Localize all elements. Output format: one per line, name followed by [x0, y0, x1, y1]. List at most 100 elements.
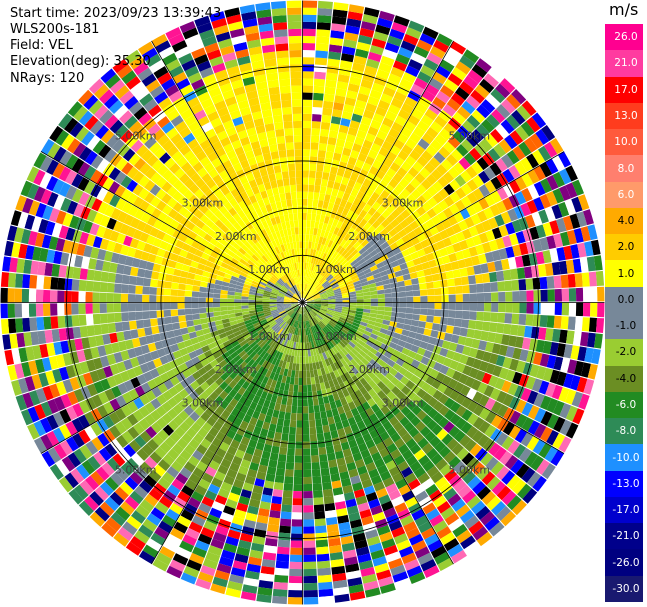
ppi-gate: [314, 257, 320, 265]
ppi-gate: [185, 167, 197, 179]
ppi-gate: [333, 353, 340, 362]
ppi-gate: [391, 337, 400, 345]
ppi-gate: [371, 253, 380, 261]
ppi-gate: [298, 377, 303, 386]
ppi-gate: [15, 273, 24, 288]
ppi-gate: [274, 121, 284, 131]
ppi-gate: [360, 116, 373, 127]
ppi-gate: [361, 357, 370, 366]
ppi-gate: [234, 295, 242, 300]
ppi-gate: [113, 373, 124, 386]
ppi-gate: [28, 360, 39, 376]
ppi-gate: [392, 302, 400, 308]
ppi-gate: [524, 325, 533, 338]
ppi-gate: [318, 276, 325, 284]
ppi-gate: [584, 241, 594, 257]
ppi-gate: [299, 314, 302, 322]
ppi-gate: [176, 437, 189, 450]
ppi-gate: [184, 479, 198, 491]
ppi-gate: [410, 210, 421, 221]
ppi-gate: [297, 320, 300, 329]
ppi-gate: [286, 308, 293, 314]
ppi-gate: [90, 154, 104, 169]
ppi-gate: [342, 549, 357, 559]
ppi-gate: [532, 352, 543, 366]
ppi-gate: [262, 298, 270, 301]
ppi-gate: [265, 227, 272, 236]
ppi-gate: [354, 389, 363, 399]
ppi-gate: [189, 390, 200, 401]
ppi-gate: [310, 310, 317, 316]
ppi-gate: [244, 280, 252, 286]
ppi-gate: [282, 331, 288, 339]
ppi-gate: [496, 465, 510, 481]
ppi-gate: [546, 235, 557, 250]
ppi-gate: [386, 426, 397, 437]
ppi-gate: [380, 405, 391, 415]
ppi-gate: [544, 263, 554, 276]
ppi-gate: [355, 254, 364, 263]
ppi-gate: [123, 214, 135, 226]
ppi-gate: [229, 246, 239, 254]
ppi-gate: [241, 224, 250, 233]
ppi-gate: [100, 378, 111, 391]
ppi-gate: [317, 346, 322, 355]
ppi-gate: [68, 488, 84, 505]
ppi-gate: [327, 232, 333, 240]
ppi-gate: [461, 396, 473, 409]
ppi-gate: [282, 314, 289, 320]
ppi-gate: [96, 368, 107, 381]
ppi-gate: [275, 230, 282, 239]
ppi-gate: [78, 191, 90, 206]
ppi-gate: [322, 374, 329, 383]
ppi-gate: [339, 222, 348, 231]
ppi-gate: [188, 205, 199, 215]
ppi-gate: [501, 334, 510, 346]
ppi-gate: [227, 298, 235, 303]
ppi-gate: [404, 356, 414, 365]
ppi-gate: [227, 492, 240, 503]
ppi-gate: [96, 159, 110, 173]
ppi-gate: [457, 335, 467, 346]
ppi-gate: [581, 317, 590, 332]
ppi-gate: [440, 317, 448, 325]
ppi-gate: [588, 317, 598, 333]
ppi-gate: [320, 306, 328, 310]
ppi-gate: [285, 293, 292, 298]
ppi-gate: [341, 310, 349, 315]
ppi-gate: [299, 356, 303, 364]
ppi-gate: [312, 249, 317, 257]
ppi-gate: [326, 290, 334, 295]
ppi-gate: [505, 346, 515, 358]
ppi-gate: [376, 69, 390, 80]
ppi-gate: [269, 452, 279, 461]
ppi-gate: [303, 582, 318, 591]
ppi-gate: [340, 154, 350, 164]
ppi-gate: [238, 465, 249, 476]
ppi-gate: [245, 375, 254, 384]
ppi-gate: [343, 380, 351, 389]
ppi-gate: [484, 424, 497, 438]
ppi-gate: [488, 67, 504, 83]
ppi-gate: [351, 348, 359, 356]
ppi-gate: [274, 36, 288, 45]
ppi-gate: [444, 397, 455, 409]
ppi-gate: [462, 228, 472, 240]
ppi-gate: [469, 147, 482, 161]
ppi-gate: [268, 233, 275, 242]
ppi-gate: [569, 213, 581, 229]
ppi-gate: [178, 283, 186, 291]
ppi-gate: [331, 565, 346, 575]
ppi-gate: [466, 328, 475, 339]
ppi-gate: [228, 379, 238, 389]
ppi-gate: [366, 362, 375, 371]
ppi-gate: [388, 178, 399, 189]
ppi-gate: [275, 366, 282, 375]
ppi-gate: [130, 139, 144, 153]
ppi-gate: [309, 334, 313, 342]
ppi-gate: [139, 393, 151, 406]
ppi-gate: [465, 165, 478, 179]
ppi-gate: [412, 314, 420, 321]
ppi-gate: [312, 476, 322, 484]
